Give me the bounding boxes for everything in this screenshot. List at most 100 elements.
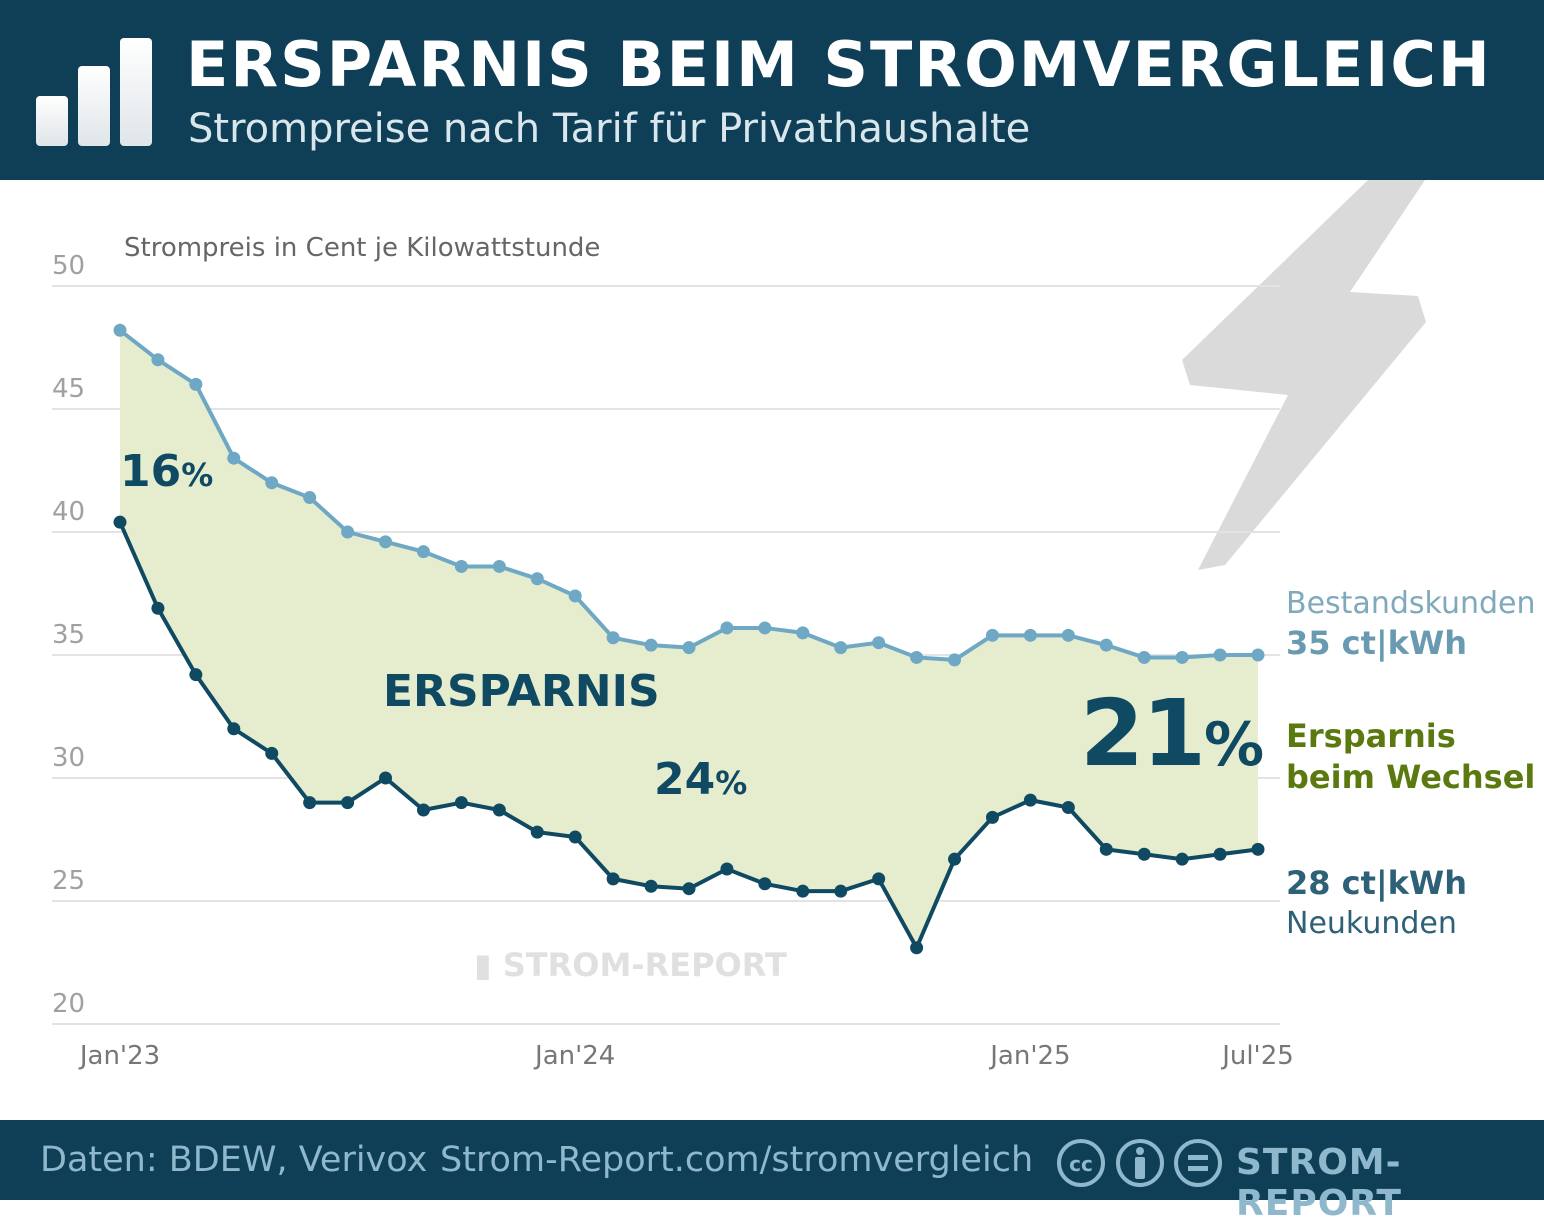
neu-value: 28 ct|kWh: [1286, 864, 1467, 902]
y-tick-label: 20: [52, 989, 85, 1019]
page-title: ERSPARNIS BEIM STROMVERGLEICH: [186, 28, 1492, 101]
x-tick-label: Jul'25: [1220, 1041, 1294, 1071]
neukunden-point: [1251, 842, 1265, 856]
area-label: ERSPARNIS: [383, 666, 660, 717]
bestandskunden-point: [682, 641, 696, 655]
neu-label: Neukunden: [1286, 906, 1457, 941]
neukunden-point: [416, 803, 430, 817]
bestandskunden-point: [416, 545, 430, 559]
bestandskunden-point: [1099, 638, 1113, 652]
neukunden-point: [1175, 852, 1189, 866]
page-subtitle: Strompreise nach Tarif für Privathaushal…: [188, 106, 1031, 152]
bestand-label: Bestandskunden: [1286, 586, 1536, 621]
neukunden-point: [530, 825, 544, 839]
neukunden-point: [189, 668, 203, 682]
y-tick-label: 30: [52, 743, 85, 773]
x-tick-label: Jan'23: [78, 1041, 160, 1071]
neukunden-point: [492, 803, 506, 817]
bestandskunden-point: [606, 631, 620, 645]
neukunden-point: [644, 879, 658, 893]
bestandskunden-point: [492, 559, 506, 573]
bestandskunden-point: [758, 621, 772, 635]
savings-label-1: Ersparnis: [1286, 717, 1456, 755]
neukunden-point: [227, 722, 241, 736]
bestandskunden-point: [796, 626, 810, 640]
x-tick-label: Jan'24: [533, 1041, 615, 1071]
bestandskunden-point: [530, 572, 544, 586]
savings-label-2: beim Wechsel: [1286, 758, 1536, 796]
neukunden-point: [910, 941, 924, 955]
y-tick-label: 45: [52, 374, 85, 404]
neukunden-point: [682, 882, 696, 896]
license-icons: cc: [1057, 1139, 1222, 1187]
bestandskunden-point: [265, 476, 279, 490]
bestandskunden-point: [113, 323, 127, 337]
bestandskunden-point: [644, 638, 658, 652]
bestandskunden-point: [303, 491, 317, 505]
neukunden-point: [113, 515, 127, 529]
neukunden-point: [303, 796, 317, 810]
y-tick-label: 25: [52, 866, 85, 896]
neukunden-point: [151, 601, 165, 615]
bestandskunden-point: [1213, 648, 1227, 662]
neukunden-point: [1023, 793, 1037, 807]
neukunden-point: [1061, 801, 1075, 815]
bestandskunden-point: [834, 641, 848, 655]
neukunden-point: [341, 796, 355, 810]
neukunden-point: [1213, 847, 1227, 861]
neukunden-point: [834, 884, 848, 898]
neukunden-point: [758, 877, 772, 891]
neukunden-point: [796, 884, 810, 898]
cc-icon: cc: [1057, 1139, 1105, 1187]
pct-mid-label: 24%: [654, 754, 748, 805]
neukunden-point: [948, 852, 962, 866]
neukunden-point: [454, 796, 468, 810]
neukunden-point: [985, 810, 999, 824]
lightning-icon: [1182, 180, 1426, 570]
bestandskunden-point: [985, 628, 999, 642]
bestandskunden-point: [1023, 628, 1037, 642]
bestandskunden-point: [872, 636, 886, 650]
brand-logo: STROM-REPORT: [1236, 1142, 1402, 1224]
neukunden-point: [568, 830, 582, 844]
bestandskunden-point: [948, 653, 962, 667]
svg-text:cc: cc: [1069, 1152, 1093, 1176]
bestandskunden-point: [189, 377, 203, 391]
y-axis-label: Strompreis in Cent je Kilowattstunde: [124, 233, 600, 263]
source-text: Daten: BDEW, Verivox: [40, 1140, 428, 1180]
pct-end-label: 21%: [1080, 680, 1264, 787]
neukunden-point: [872, 872, 886, 886]
neukunden-point: [379, 771, 393, 785]
y-tick-label: 35: [52, 620, 85, 650]
source-url-link[interactable]: Strom-Report.com/stromvergleich: [440, 1140, 1034, 1180]
bestandskunden-point: [910, 650, 924, 664]
bestandskunden-point: [1061, 628, 1075, 642]
by-icon: [1116, 1139, 1164, 1187]
x-tick-label: Jan'25: [988, 1041, 1070, 1071]
bestandskunden-point: [720, 621, 734, 635]
bar-chart-icon: [36, 38, 152, 146]
bestandskunden-point: [568, 589, 582, 603]
bestandskunden-point: [227, 451, 241, 465]
header: ERSPARNIS BEIM STROMVERGLEICH Strompreis…: [0, 0, 1544, 180]
y-tick-label: 40: [52, 497, 85, 527]
bestandskunden-point: [341, 525, 355, 539]
y-tick-label: 50: [52, 251, 85, 281]
neukunden-point: [1099, 842, 1113, 856]
bestandskunden-point: [454, 559, 468, 573]
watermark: ▮ STROM-REPORT: [474, 946, 787, 984]
neukunden-point: [1137, 847, 1151, 861]
bestandskunden-point: [1175, 650, 1189, 664]
bestandskunden-point: [379, 535, 393, 549]
bestand-value: 35 ct|kWh: [1286, 624, 1467, 662]
bestandskunden-point: [151, 353, 165, 367]
pct-start-label: 16%: [120, 446, 214, 497]
bestandskunden-point: [1137, 650, 1151, 664]
bestandskunden-point: [1251, 648, 1265, 662]
footer: [0, 1120, 1544, 1200]
nd-icon: [1174, 1139, 1222, 1187]
neukunden-point: [606, 872, 620, 886]
neukunden-point: [265, 746, 279, 760]
neukunden-point: [720, 862, 734, 876]
